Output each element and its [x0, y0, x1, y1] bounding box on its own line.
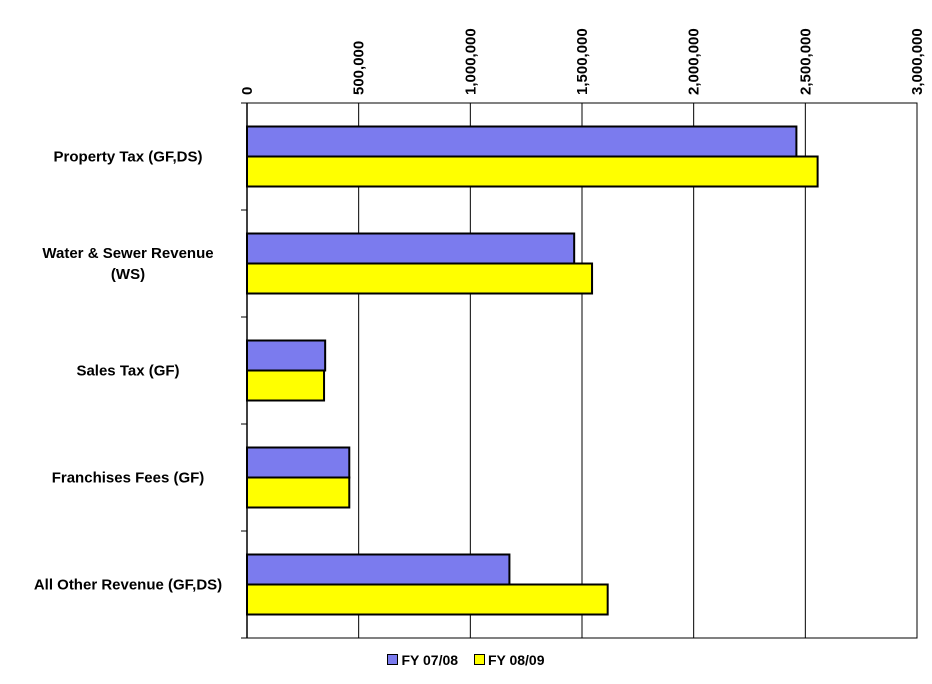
plot-border: [247, 102, 918, 639]
bar-series-2: [246, 262, 594, 295]
x-tick-label: 3,000,000: [909, 28, 926, 95]
category-labels: Property Tax (GF,DS) Water & Sewer Revenu…: [34, 149, 222, 594]
legend-label-series-1: FY 07/08: [401, 652, 459, 668]
x-tick-label: 2,500,000: [797, 28, 814, 95]
bar-series-1: [246, 339, 327, 372]
bars: [246, 125, 819, 616]
bar-series-1: [246, 553, 511, 586]
bar-series-1: [246, 446, 351, 479]
legend: FY 07/08 FY 08/09: [0, 652, 932, 668]
x-tick-labels: 0 500,000 1,000,000 1,500,000 2,000,000 2,500…: [239, 28, 926, 95]
bar-series-2: [246, 369, 326, 402]
legend-label-series-2: FY 08/09: [487, 652, 545, 668]
axes: [241, 102, 918, 639]
bar-series-2: [246, 155, 819, 188]
x-tick-label: 1,500,000: [574, 28, 591, 95]
category-label: Sales Tax (GF): [76, 363, 179, 380]
category-label: Franchises Fees (GF): [52, 470, 205, 487]
category-label: Water & Sewer Revenue: [42, 245, 213, 262]
x-tick-label: 1,000,000: [462, 28, 479, 95]
legend-swatch-series-2: [473, 654, 485, 665]
bar-series-1: [246, 125, 798, 158]
x-tick-label: 2,000,000: [686, 28, 703, 95]
bar-series-2: [246, 476, 351, 509]
legend-item-series-2: FY 08/09: [473, 652, 545, 668]
x-tick-label: 0: [239, 87, 256, 95]
category-label: All Other Revenue (GF,DS): [34, 577, 222, 594]
legend-swatch-series-1: [387, 654, 399, 665]
bar-series-2: [246, 583, 609, 616]
x-tick-label: 500,000: [351, 41, 368, 95]
bar-series-1: [246, 232, 576, 265]
category-label: Property Tax (GF,DS): [54, 149, 203, 166]
category-label: (WS): [111, 266, 145, 283]
legend-item-series-1: FY 07/08: [387, 652, 458, 668]
